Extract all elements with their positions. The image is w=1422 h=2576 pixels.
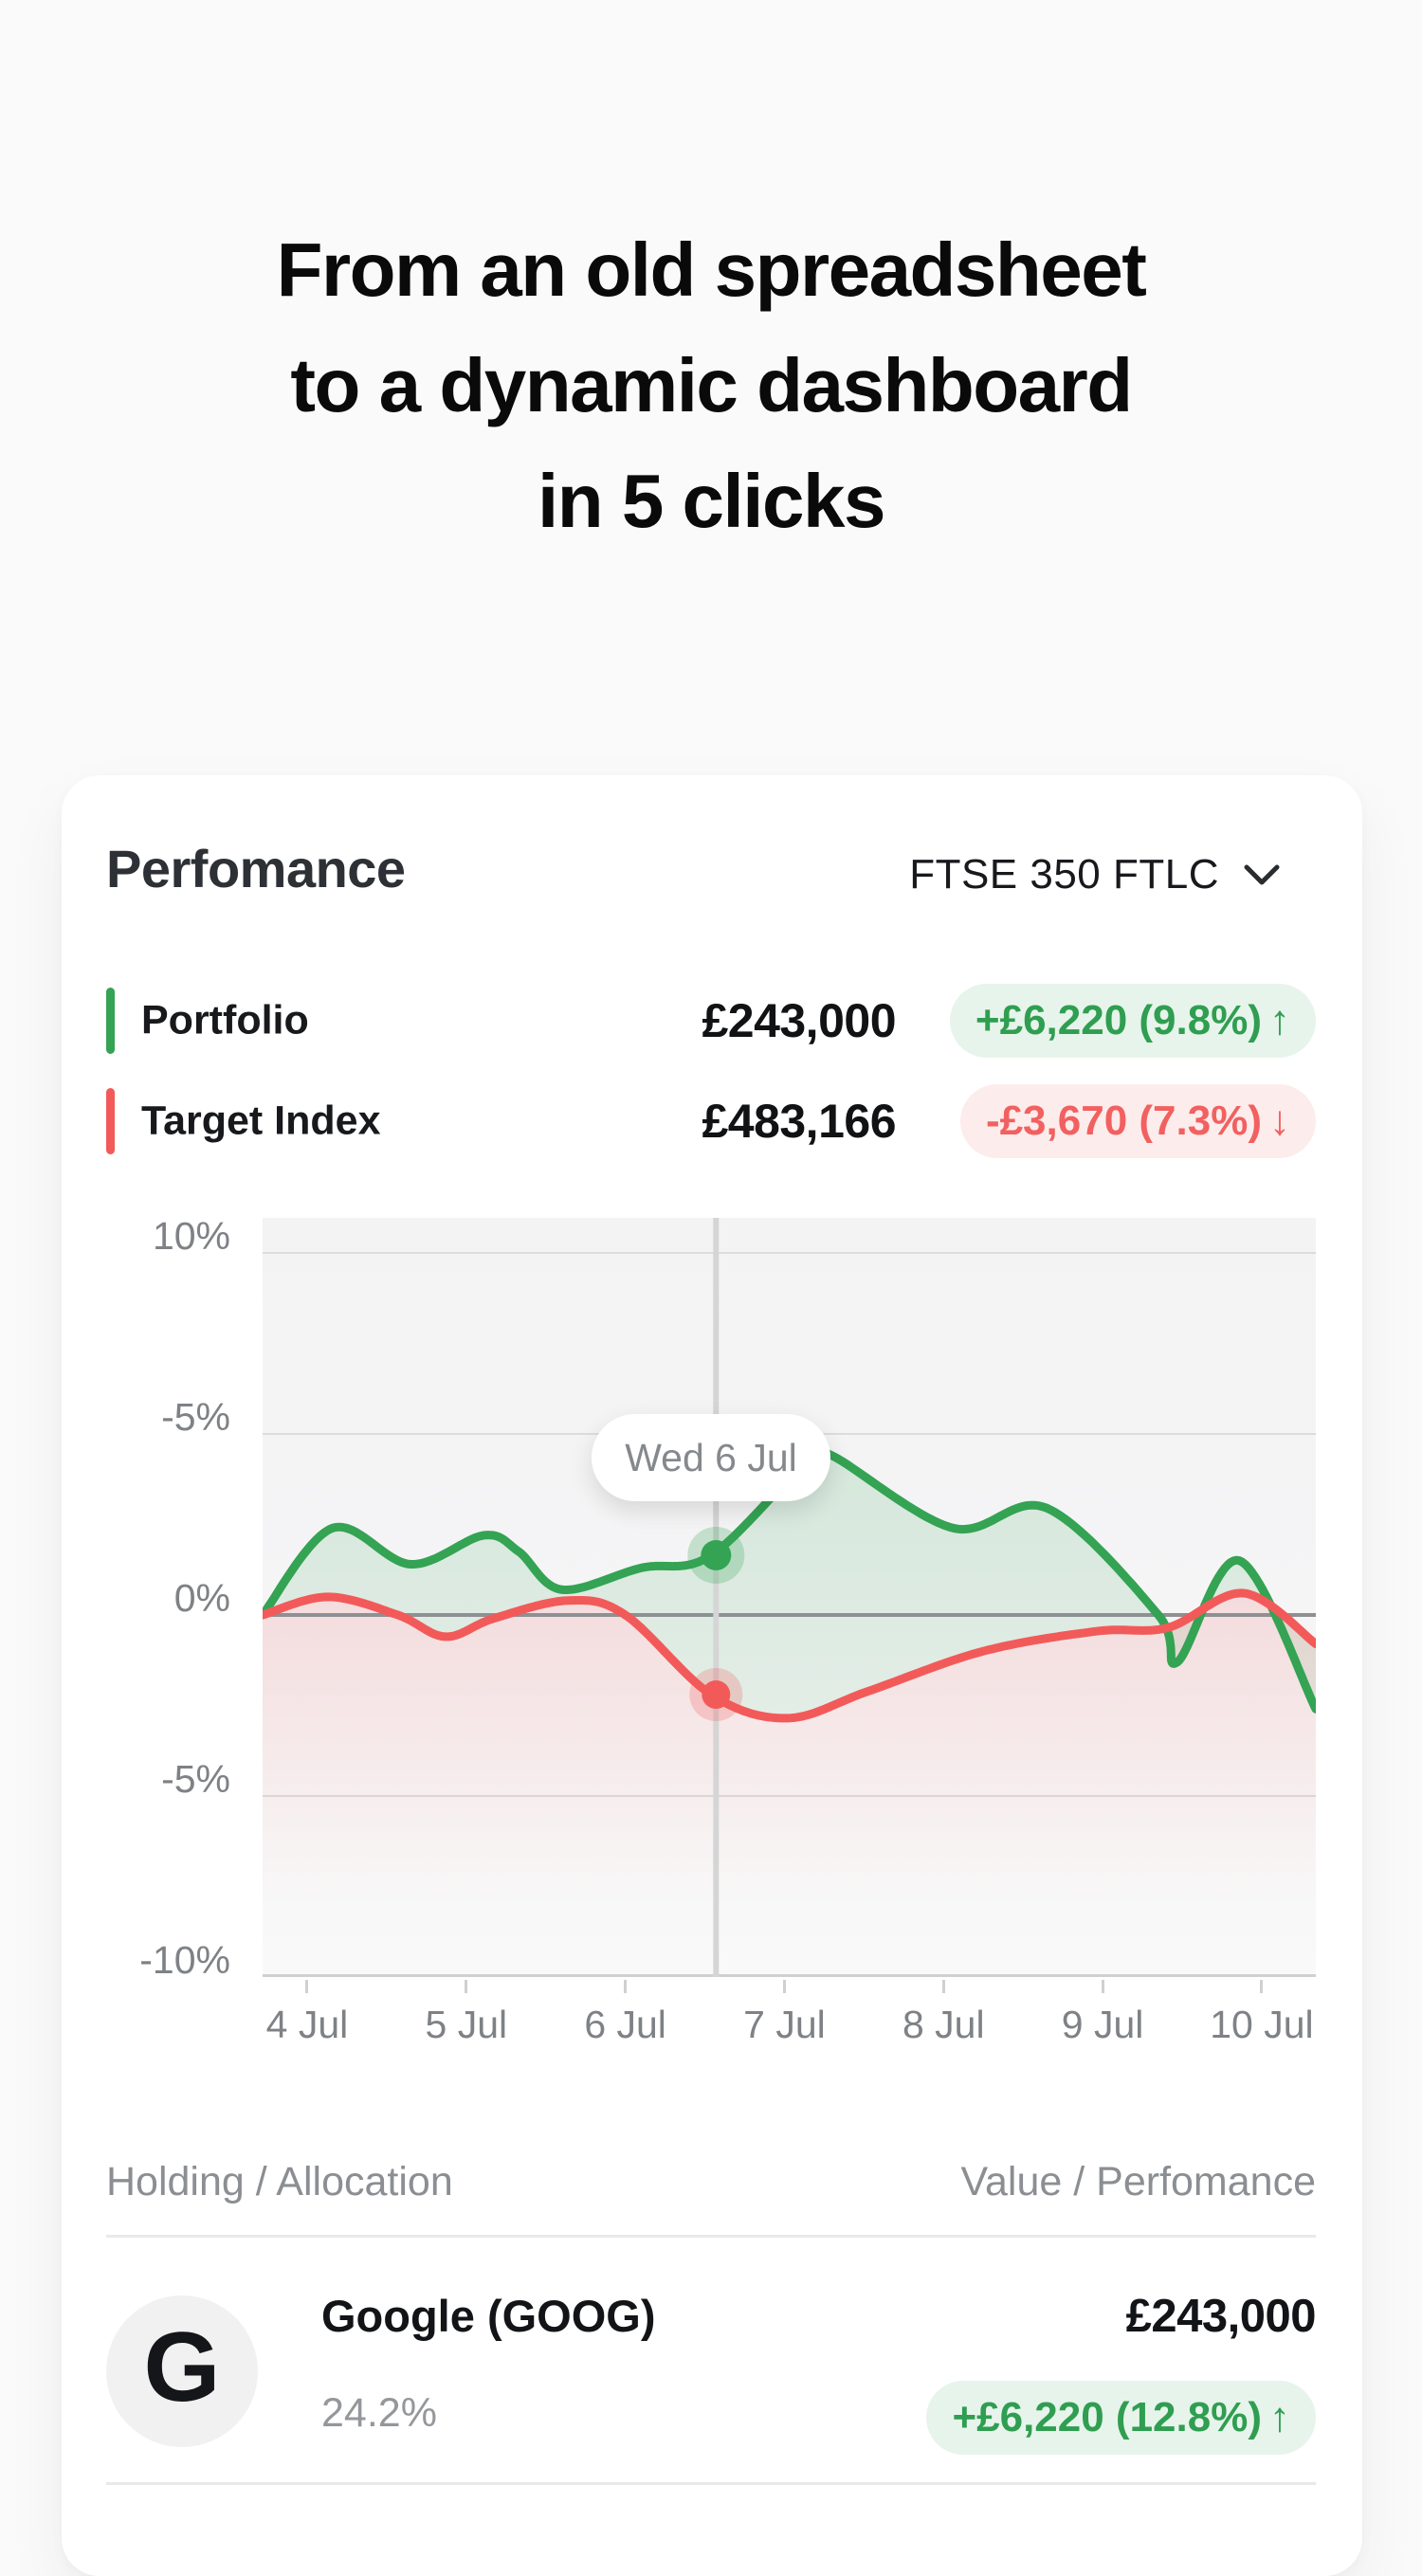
portfolio-value: £243,000 [702,994,896,1047]
x-axis-label: 9 Jul [1061,2003,1144,2046]
column-header-value: Value / Perfomance [960,2159,1316,2204]
x-axis-tick [782,1980,786,1993]
y-axis-label-m10: -10% [139,1938,230,1982]
holding-row-google[interactable]: G Google (GOOG) £243,000 24.2% +£6,220 (… [106,2290,1317,2460]
target-index-value: £483,166 [702,1095,896,1148]
x-axis-tick [1260,1980,1264,1993]
chart-series-svg [263,1218,1316,1977]
headline-line-1: From an old spreadsheet [276,227,1147,312]
chevron-down-icon [1244,864,1280,885]
y-axis-label-0: 0% [173,1576,230,1620]
x-axis-tick [305,1980,309,1993]
y-axis-label-5: -5% [161,1395,230,1439]
arrow-up-icon: ↑ [1269,997,1290,1043]
x-axis-tick [1101,1980,1104,1993]
holding-name: Google (GOOG) [321,2291,656,2341]
x-axis-tick [941,1980,945,1993]
performance-chart: 10% -5% 0% -5% -10% Wed 6 Jul 4 Jul 5 Jul… [62,1214,1362,2080]
holding-change-text: +£6,220 (12.8%) [952,2394,1262,2440]
google-logo-avatar: G [106,2295,258,2447]
table-header-divider [106,2235,1316,2238]
holding-change-badge: +£6,220 (12.8%) ↑ [926,2381,1316,2455]
holdings-table-header: Holding / Allocation Value / Perfomance [106,2159,1316,2208]
portfolio-change-badge: +£6,220 (9.8%) ↑ [949,984,1316,1058]
card-title: Perfomance [106,839,406,898]
index-selector-label: FTSE 350 FTLC [909,851,1219,898]
x-axis-label: 6 Jul [584,2003,666,2046]
holding-value: £243,000 [1125,2291,1317,2342]
google-g-icon: G [143,2313,221,2422]
chart-tooltip-date: Wed 6 Jul [625,1435,797,1479]
arrow-down-icon: ↓ [1269,1098,1290,1144]
holding-allocation: 24.2% [321,2390,437,2436]
headline-line-3: in 5 clicks [538,459,885,543]
target-index-color-bar [106,1088,115,1154]
x-axis-label: 7 Jul [743,2003,826,2046]
x-axis-label: 4 Jul [265,2003,349,2046]
y-axis-label-m5: -5% [161,1757,230,1801]
target-index-label: Target Index [141,1098,381,1144]
holding-row-divider [106,2482,1316,2485]
x-axis-tick [624,1980,628,1993]
legend-row-target-index: Target Index £483,166 -£3,670 (7.3%) ↓ [106,1084,1316,1158]
portfolio-change-text: +£6,220 (9.8%) [975,997,1262,1043]
headline-line-2: to a dynamic dashboard [290,343,1133,427]
chart-tooltip: Wed 6 Jul [592,1414,830,1501]
target-index-change-text: -£3,670 (7.3%) [985,1098,1262,1144]
legend-row-portfolio: Portfolio £243,000 +£6,220 (9.8%) ↑ [106,984,1316,1058]
x-axis-label: 5 Jul [425,2003,508,2046]
index-selector-dropdown[interactable]: FTSE 350 FTLC [909,851,1280,898]
target-index-change-badge: -£3,670 (7.3%) ↓ [959,1084,1316,1158]
gridline-10 [263,1252,1316,1254]
x-axis-label: 8 Jul [902,2003,985,2046]
portfolio-label: Portfolio [141,997,309,1043]
x-axis-label: 10 Jul [1210,2003,1314,2046]
page-headline: From an old spreadsheet to a dynamic das… [0,212,1422,559]
chart-plot-area[interactable]: Wed 6 Jul 4 Jul 5 Jul 6 Jul 7 Jul 8 Jul 9 Jul… [263,1218,1316,2046]
performance-card: Perfomance FTSE 350 FTLC Portfolio £243,… [62,775,1362,2576]
y-axis-label-10: 10% [152,1214,230,1258]
x-axis-tick [465,1980,468,1993]
portfolio-color-bar [106,988,115,1054]
arrow-up-icon: ↑ [1269,2394,1290,2440]
column-header-holding: Holding / Allocation [106,2159,453,2204]
